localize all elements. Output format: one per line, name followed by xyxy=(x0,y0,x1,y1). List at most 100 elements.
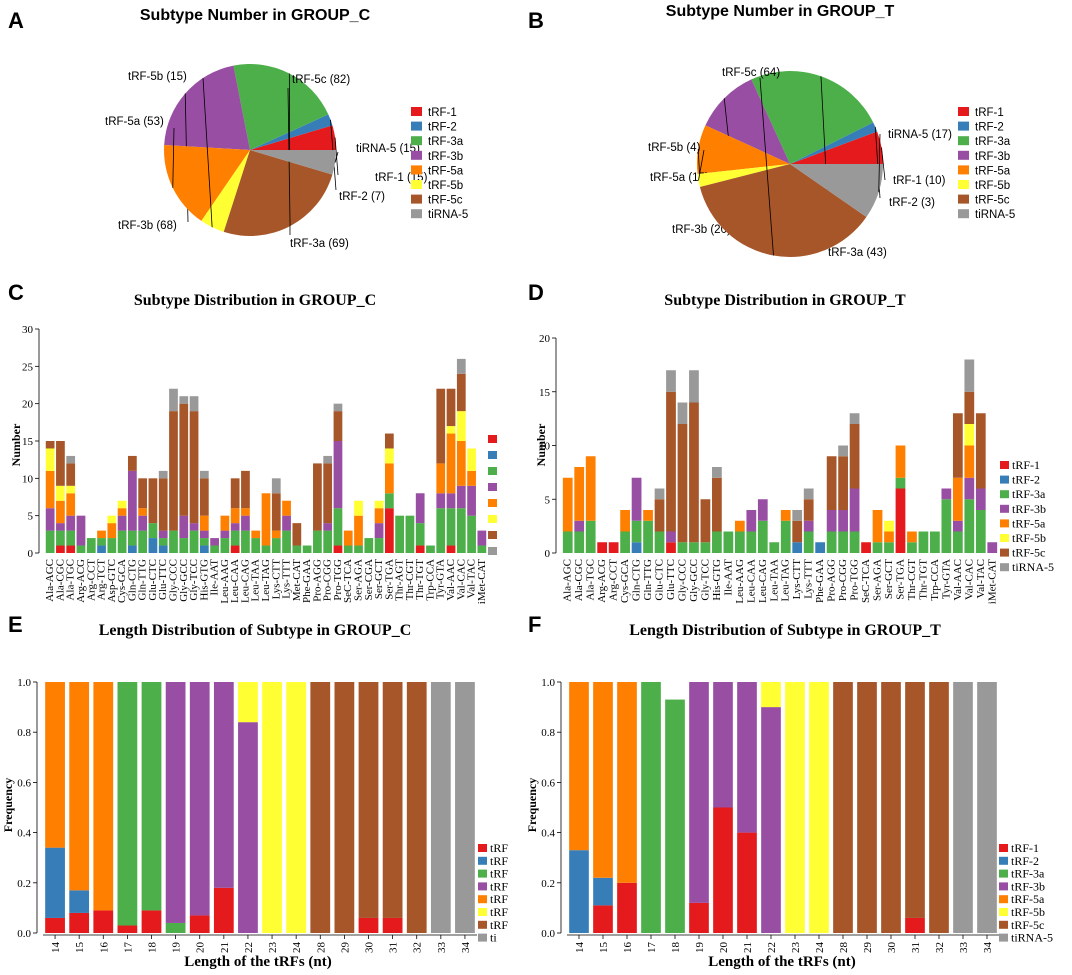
bar-c-segment-ser-tga-trf-5a xyxy=(384,463,394,494)
pie-b-label-trf-5b: tRF-5b (4) xyxy=(648,142,701,154)
bar-f-legend-swatch-trf-1 xyxy=(999,844,1008,852)
bar-e-y-tick-label: 0.2 xyxy=(17,878,31,890)
bar-f-legend-trf-2: tRF-2 xyxy=(1011,854,1039,868)
bar-c-segment-ala-agc-trf-5b xyxy=(45,448,55,471)
bar-c-segment-trp-cca-trf-3a xyxy=(426,545,435,553)
bar-c-x-label-thr-agt: Thr-AGT xyxy=(394,559,406,601)
bar-c-x-label-gln-ctg: Gln-CTG xyxy=(126,559,138,601)
bar-f-y-tick-label: 1.0 xyxy=(541,677,555,689)
bar-d-segment-pro-tgg-trf-3b xyxy=(849,488,860,532)
bar-c-segment-ala-cgc-trf-5c xyxy=(56,441,65,486)
bar-c-segment-ala-cgc-trf-5b xyxy=(56,485,65,501)
bar-e-legend-swatch-trf-5b xyxy=(478,908,487,916)
bar-d-segment-ala-cgc-trf-3b xyxy=(574,520,585,532)
bar-c-x-label-ser-cga: Ser-CGA xyxy=(363,559,375,600)
bar-c-x-label-glu-ttc: Glu-TTC xyxy=(157,559,169,600)
bar-c-x-label-leu-aag: Leu-AAG xyxy=(219,559,231,604)
bar-d-segment-lys-ttt-trf-3b xyxy=(803,520,814,532)
bar-c-x-label-trp-cca: Trp-CCA xyxy=(425,559,437,601)
bar-d-segment-gly-tcc-trf-3a xyxy=(700,542,711,553)
bar-c-legend-swatch-trf-3b xyxy=(488,483,497,491)
bar-d-segment-leu-caa-trf-3b xyxy=(746,510,757,532)
bar-d-segment-ser-tga-trf-5a xyxy=(895,445,906,478)
bar-c-segment-tyr-gta-trf-3a xyxy=(436,508,446,553)
pie-chart-group-t: tRF-1 (10) tRF-2 (3) tRF-3a (43) tRF-3b (20… xyxy=(648,67,1015,259)
length-c-ylabel: Frequency xyxy=(1,778,15,832)
bar-f-segment-31-trf-1 xyxy=(905,917,925,933)
pie-a-legend-trf-5b: tRF-5b xyxy=(428,180,463,192)
bar-c-segment-ser-aga-trf-3a xyxy=(354,545,363,553)
bar-e-segment-24-trf-5b xyxy=(286,682,307,933)
bar-d-legend-tirna-5: tiRNA-5 xyxy=(1012,560,1054,574)
pie-b-legend-trf-3a: tRF-3a xyxy=(975,136,1011,148)
bar-e-segment-20-trf-1 xyxy=(189,915,210,933)
bar-c-segment-val-aac-trf-5c xyxy=(446,388,456,427)
bar-e-segment-23-trf-5b xyxy=(262,682,282,933)
bar-c-title: Subtype Distribution in GROUP_C xyxy=(134,292,376,309)
bar-f-legend-trf-1: tRF-1 xyxy=(1011,841,1039,855)
bar-chart-group-t: 0 5 10 15 20 Ala-AGC Ala-CGC Ala-TGC Arg-ACG Arg-… xyxy=(539,333,1054,604)
bar-e-x-label-28: 28 xyxy=(315,942,327,954)
bar-d-x-label-ile-aat: Ile-AAT xyxy=(722,559,734,596)
pie-a-legend-swatch-trf-5c xyxy=(411,194,422,204)
bar-d-segment-glu-ttc-trf-1 xyxy=(666,542,676,553)
bar-e-x-label-32: 32 xyxy=(412,942,424,953)
bar-f-legend-swatch-trf-3a xyxy=(999,869,1008,878)
bar-c-y-tick-label: 25 xyxy=(22,361,34,373)
bar-c-segment-ala-tgc-trf-1 xyxy=(66,545,76,553)
bar-d-x-label-leu-tag: Leu-TAG xyxy=(780,559,792,602)
length-t-xlabel: Length of the tRFs (nt) xyxy=(708,954,856,970)
bar-c-segment-leu-cag-trf-5a xyxy=(241,508,250,516)
bar-c-segment-leu-aag-trf-3b xyxy=(220,530,230,539)
bar-c-segment-leu-taa-trf-3a xyxy=(251,538,261,553)
bar-d-legend-trf-2: tRF-2 xyxy=(1012,473,1040,487)
bar-d-x-label-leu-taa: Leu-TAA xyxy=(768,559,780,602)
bar-f-legend-trf-5a: tRF-5a xyxy=(1011,892,1045,906)
bar-e-legend-swatch-tirna-5 xyxy=(478,933,487,942)
bar-c-segment-gln-ttg-trf-5c xyxy=(138,478,148,509)
bar-c-segment-leu-caa-trf-3a xyxy=(230,530,240,546)
bar-d-segment-ser-gct-trf-5a xyxy=(884,531,894,543)
bar-c-segment-thr-cgt-trf-3a xyxy=(405,515,415,553)
length-chart-group-c: 0.0 0.2 0.4 0.6 0.8 1.0 14 15 16 17 18 19 20 21 22 23 24… xyxy=(17,677,508,953)
panel-label-c: C xyxy=(8,280,24,305)
pie-a-slice-tirna-5 xyxy=(250,150,336,175)
bar-c-segment-gln-ttg-trf-3b xyxy=(138,515,148,531)
bar-d-x-label-thr-tgt: Thr-TGT xyxy=(917,559,929,600)
bar-f-legend-swatch-trf-5c xyxy=(999,920,1008,929)
bar-f-segment-34-tirna-5 xyxy=(977,682,997,933)
pie-a-slice-trf-1 xyxy=(250,125,336,150)
bar-f-x-label-28: 28 xyxy=(838,942,850,954)
bar-f-x-label-18: 18 xyxy=(670,942,682,954)
bar-f-segment-15-trf-2 xyxy=(593,877,613,906)
bar-f-segment-19-trf-3b xyxy=(689,682,709,903)
bar-d-segment-his-gtg-trf-5c xyxy=(712,477,722,532)
bar-c-x-label-arg-tct: Arg-TCT xyxy=(96,559,108,601)
bar-f-x-label-21: 21 xyxy=(742,942,754,953)
bar-f-segment-19-trf-1 xyxy=(689,902,709,933)
bar-c-segment-pro-tgg-trf-1 xyxy=(333,545,343,553)
bar-c-segment-ser-aga-trf-5b xyxy=(354,500,363,516)
bar-c-segment-thr-tgt-trf-1 xyxy=(415,545,425,553)
bar-c-segment-leu-tag-trf-3a xyxy=(261,545,271,553)
length-c-xlabel: Length of the tRFs (nt) xyxy=(184,954,332,970)
bar-c-x-label-pro-tgg: Pro-TGG xyxy=(332,559,344,601)
bar-c-segment-pro-cgg-trf-5c xyxy=(323,463,333,524)
bar-d-y-tick-label: 15 xyxy=(539,387,551,399)
bar-d-x-label-gln-ctg: Gln-CTG xyxy=(631,559,643,601)
pie-a-label-trf-3b: tRF-3b (68) xyxy=(118,220,177,232)
bar-f-segment-32-trf-5c xyxy=(929,682,949,933)
pie-a-legend-swatch-trf-1 xyxy=(411,107,422,116)
pie-b-legend-swatch-trf-5c xyxy=(958,194,969,204)
bar-d-x-label-pro-agg: Pro-AGG xyxy=(826,559,838,602)
bar-d-segment-gly-gcc-tirna-5 xyxy=(689,370,699,403)
pie-b-slice-tirna-5 xyxy=(790,164,883,218)
bar-f-segment-16-trf-5a xyxy=(617,682,637,883)
bar-d-x-label-gly-gcc: Gly-GCC xyxy=(688,559,700,602)
pie-b-legend-trf-5a: tRF-5a xyxy=(975,165,1011,177)
bar-f-x-label-19: 19 xyxy=(694,942,706,954)
bar-c-x-label-arg-acg: Arg-ACG xyxy=(75,559,87,603)
bar-c-segment-imet-cat-trf-3b xyxy=(477,530,487,546)
bar-c-legend-swatch-trf-2 xyxy=(488,451,497,459)
pie-a-legend-swatch-trf-3b xyxy=(411,150,422,160)
